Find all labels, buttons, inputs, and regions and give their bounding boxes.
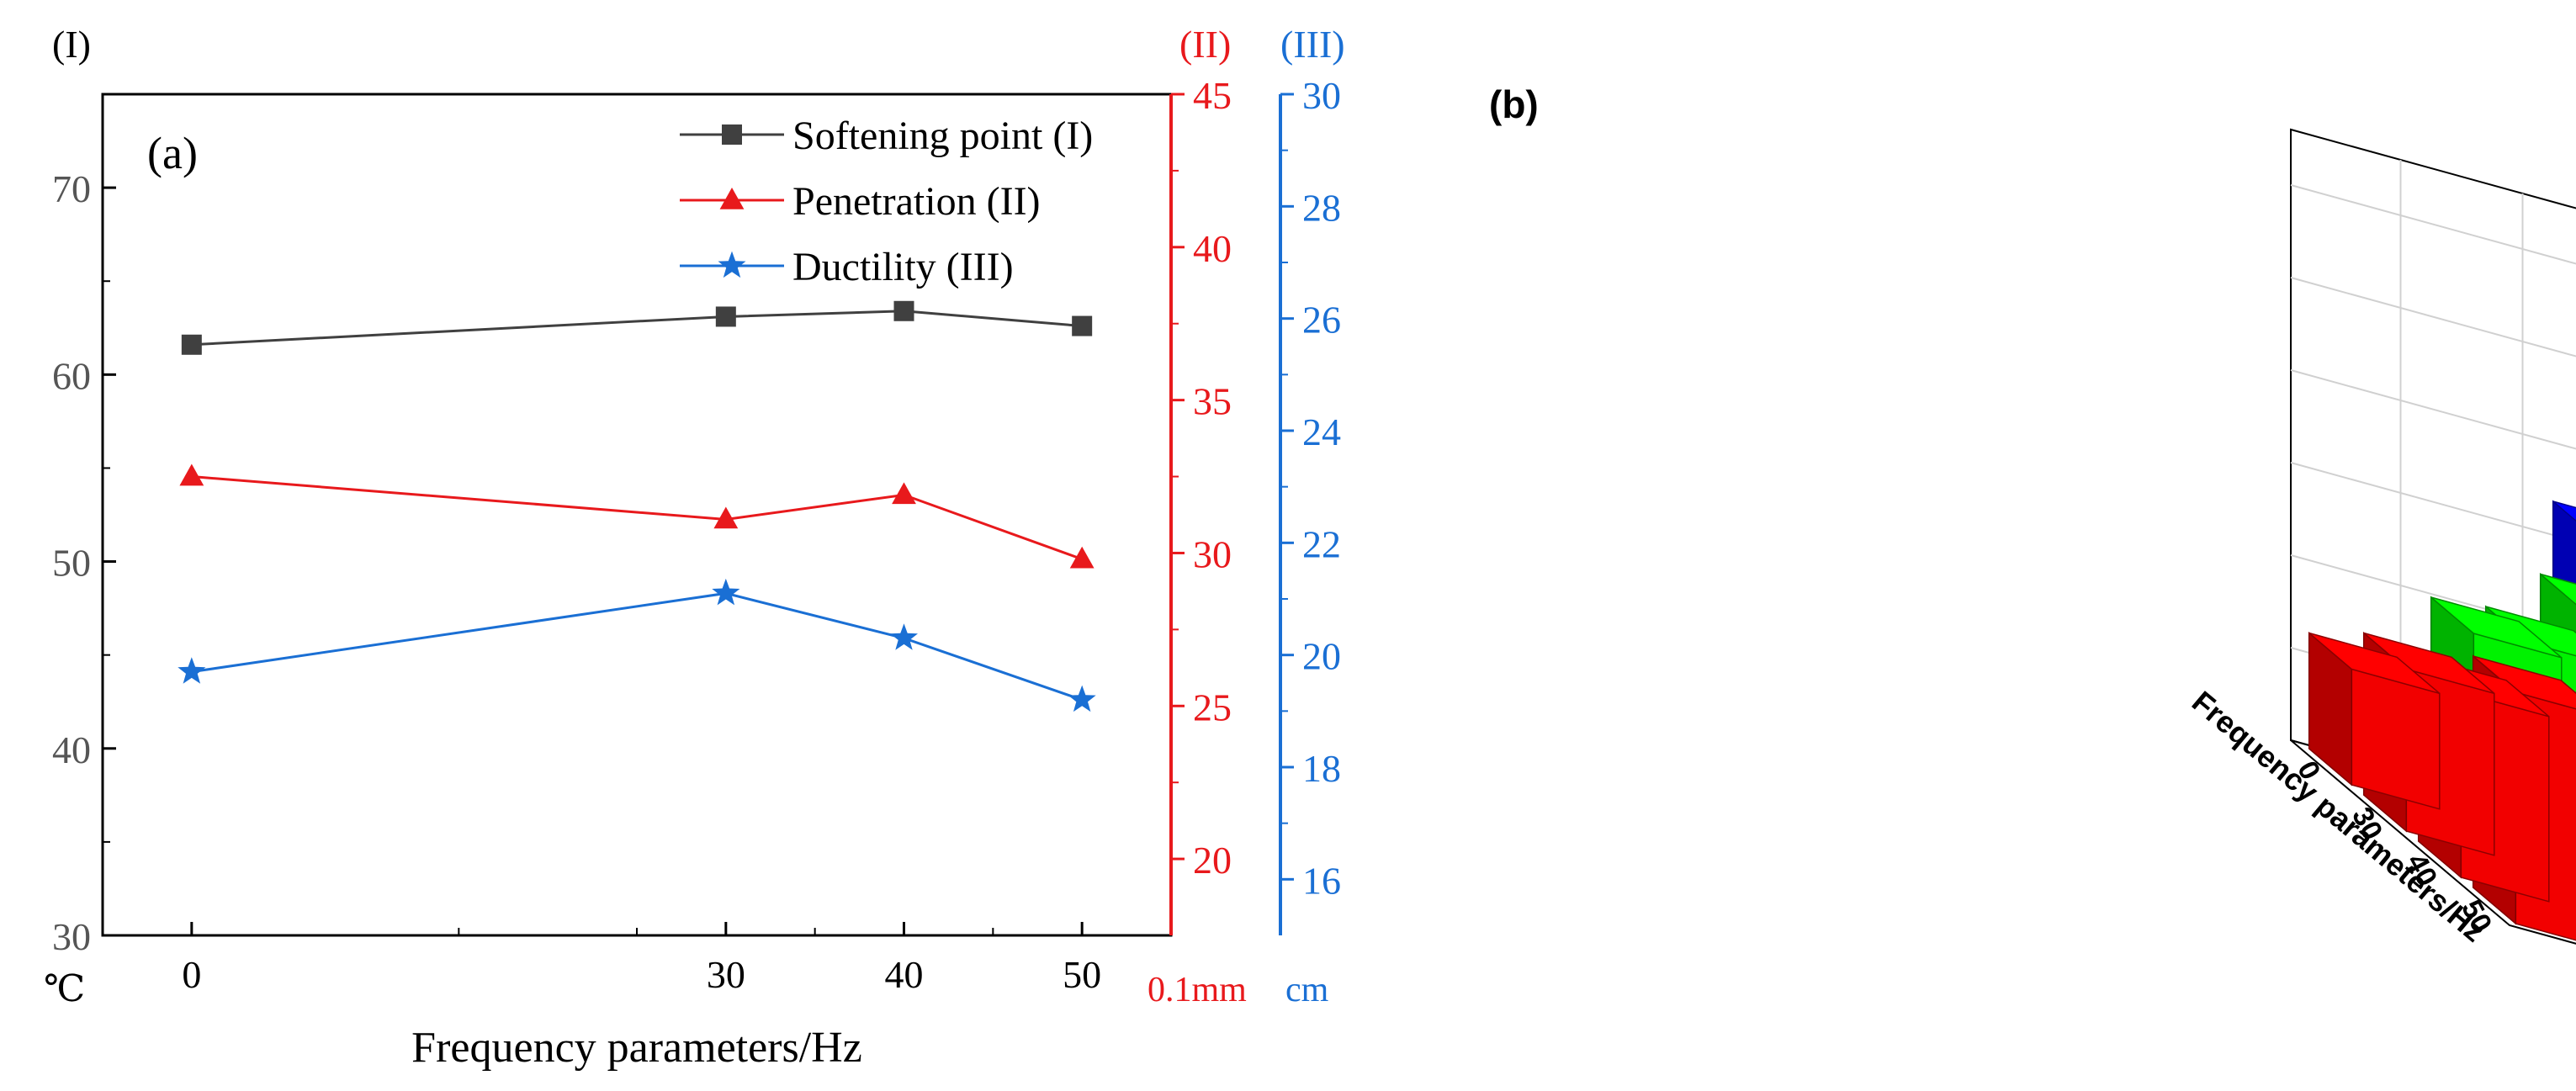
y-tick-label-ii: 30	[1193, 532, 1232, 575]
marker-triangle	[719, 188, 745, 209]
series-line	[191, 310, 1083, 347]
y-tick-label-i: 50	[52, 542, 91, 585]
series-line	[191, 591, 1083, 702]
legend: Softening point (I) Penetration (II) Ducti…	[680, 114, 1093, 289]
grid-line-z	[2290, 462, 2576, 543]
series-line	[191, 475, 1083, 561]
panel-a-label: (a)	[147, 128, 198, 178]
y-tick-label-ii: 20	[1193, 839, 1232, 882]
x-tick-label: 50	[1063, 953, 1101, 996]
panel-a-line-chart: (a) 30 40 50 60 70 (I) ℃ 20 25 30 35 40 45 (II) 0.1mm…	[44, 23, 1345, 1072]
axis-i-title: (I)	[52, 23, 91, 66]
legend-label: Softening point (I)	[792, 114, 1093, 158]
marker-star	[178, 657, 206, 684]
grid-line-z	[2290, 277, 2576, 357]
marker-square	[715, 306, 736, 327]
y-tick-label-iii: 22	[1302, 522, 1341, 565]
bar-face-top	[2540, 573, 2576, 606]
marker-star	[890, 623, 918, 650]
series-group-a	[178, 300, 1096, 712]
y-tick-label-i: 70	[52, 167, 91, 210]
x-tick-label: 30	[707, 953, 745, 996]
grid-line-z	[2290, 554, 2576, 635]
axis-ii-title: (II)	[1179, 23, 1231, 66]
marker-square	[1072, 315, 1093, 336]
axis-iii: 16 18 20 22 24 26 28 30 (III) cm	[1279, 23, 1345, 1009]
panel-b-label: (b)	[1489, 82, 1539, 126]
bar-face-top	[2552, 500, 2576, 522]
y-tick-label-iii: 18	[1302, 747, 1341, 790]
legend-label: Ductility (III)	[792, 245, 1014, 289]
marker-star	[712, 578, 740, 606]
marker-triangle	[713, 506, 739, 529]
bar-face-top	[2308, 632, 2441, 695]
axis-ii-unit: 0.1mm	[1148, 971, 1247, 1009]
x-axis-title: Frequency parameters/Hz	[411, 1024, 862, 1072]
y-tick-label-ii: 45	[1193, 74, 1232, 117]
marker-square	[181, 334, 202, 355]
bars-3d	[2308, 500, 2576, 941]
grid-line-z	[2290, 184, 2576, 265]
marker-square	[722, 124, 742, 145]
y-tick-label-i: 60	[52, 354, 91, 397]
marker-triangle	[892, 482, 916, 505]
y-tick-label-iii: 28	[1302, 186, 1341, 229]
axis-ii: 20 25 30 35 40 45 (II) 0.1mm	[1148, 23, 1247, 1009]
y-tick-label-i: 30	[52, 915, 91, 958]
marker-square	[893, 300, 914, 321]
axis-iii-unit: cm	[1285, 971, 1329, 1009]
marker-star	[718, 251, 746, 278]
y-tick-label-iii: 24	[1302, 410, 1341, 453]
y-tick-label-iii: 26	[1302, 299, 1341, 342]
y-tick-label-ii: 40	[1193, 227, 1232, 270]
marker-star	[1068, 685, 1096, 712]
marker-triangle	[1069, 546, 1095, 569]
y-tick-label-iii: 20	[1302, 635, 1341, 678]
axis-i: 30 40 50 60 70 (I) ℃	[44, 23, 116, 1009]
y-tick-label-iii: 16	[1302, 859, 1341, 902]
bar-face-top	[2430, 596, 2563, 659]
grid-line-z	[2290, 369, 2576, 450]
axis-iii-title: (III)	[1280, 23, 1345, 66]
marker-triangle	[179, 463, 204, 486]
y-tick-label-iii: 30	[1302, 74, 1341, 117]
y-tick-label-ii: 25	[1193, 686, 1232, 728]
y-tick-label-i: 40	[52, 728, 91, 771]
bar-3d	[2308, 631, 2441, 810]
axis-i-unit: ℃	[44, 968, 85, 1009]
panel-b-3d-bar-chart: 024681012CV of aged asphalt properties/%…	[1489, 82, 2576, 1067]
x-tick-label: 40	[885, 953, 924, 996]
legend-label: Penetration (II)	[792, 179, 1041, 224]
y-tick-label-ii: 35	[1193, 380, 1232, 423]
x-tick-label: 0	[182, 953, 201, 996]
x-axis-a: 0 30 40 50	[182, 922, 1101, 996]
